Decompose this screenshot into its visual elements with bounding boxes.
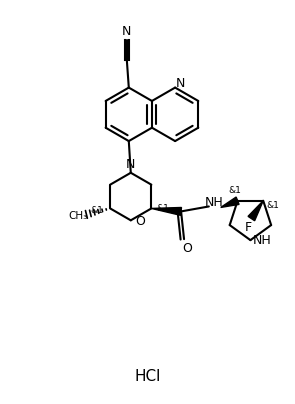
Text: N: N <box>176 77 185 90</box>
Text: &1: &1 <box>267 201 280 210</box>
Text: F: F <box>245 221 252 234</box>
Text: NH: NH <box>253 234 272 246</box>
Polygon shape <box>248 201 263 221</box>
Text: &1: &1 <box>228 186 241 195</box>
Text: O: O <box>182 242 192 255</box>
Polygon shape <box>151 208 181 215</box>
Text: NH: NH <box>204 196 223 209</box>
Text: &1: &1 <box>91 206 104 215</box>
Text: CH₃: CH₃ <box>69 211 88 221</box>
Text: &1: &1 <box>157 204 170 213</box>
Text: N: N <box>126 158 135 171</box>
Text: HCl: HCl <box>135 369 161 384</box>
Text: O: O <box>136 215 146 228</box>
Text: N: N <box>122 25 132 38</box>
Polygon shape <box>221 197 239 207</box>
